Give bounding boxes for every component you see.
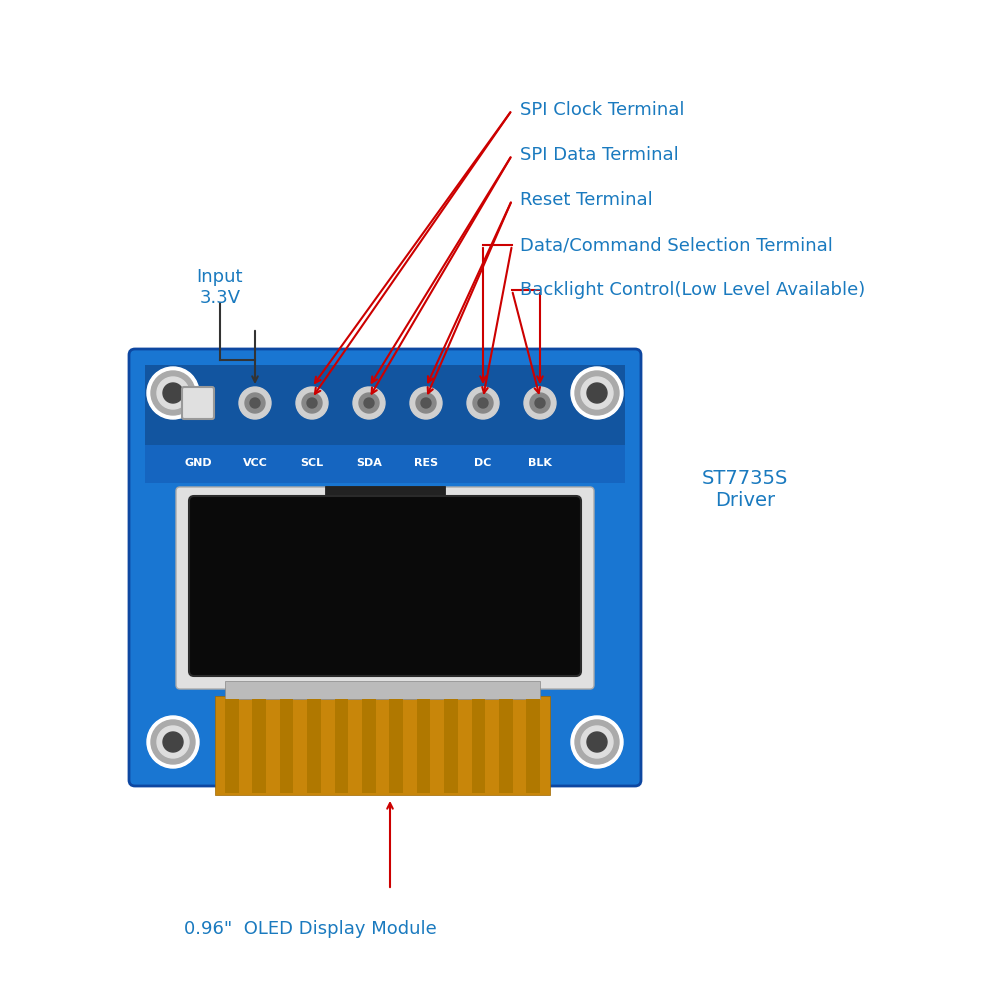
Circle shape <box>353 387 385 419</box>
Bar <box>280 699 293 793</box>
Text: DC: DC <box>474 458 492 468</box>
Circle shape <box>575 371 619 415</box>
Bar <box>335 699 348 793</box>
Circle shape <box>163 732 183 752</box>
Text: SPI Clock Terminal: SPI Clock Terminal <box>520 101 684 119</box>
Circle shape <box>147 716 199 768</box>
Circle shape <box>581 377 613 409</box>
Circle shape <box>151 371 195 415</box>
Bar <box>145 445 625 483</box>
Bar <box>145 365 625 445</box>
Text: SCL: SCL <box>300 458 324 468</box>
Text: GND: GND <box>184 458 212 468</box>
Circle shape <box>296 387 328 419</box>
Bar <box>526 699 540 793</box>
Circle shape <box>410 387 442 419</box>
Bar <box>252 699 266 793</box>
Circle shape <box>157 377 189 409</box>
Circle shape <box>157 726 189 758</box>
Text: SDA: SDA <box>356 458 382 468</box>
Circle shape <box>571 367 623 419</box>
FancyBboxPatch shape <box>189 496 581 676</box>
Circle shape <box>478 398 488 408</box>
Text: Reset Terminal: Reset Terminal <box>520 191 653 209</box>
Bar <box>225 681 540 699</box>
Circle shape <box>239 387 271 419</box>
Bar <box>362 699 376 793</box>
Text: Input
3.3V: Input 3.3V <box>197 268 243 307</box>
Bar <box>215 696 550 795</box>
Text: RES: RES <box>414 458 438 468</box>
Circle shape <box>530 393 550 413</box>
Text: SPI Data Terminal: SPI Data Terminal <box>520 146 679 164</box>
Circle shape <box>359 393 379 413</box>
Bar <box>444 699 458 793</box>
Circle shape <box>151 720 195 764</box>
Circle shape <box>302 393 322 413</box>
Text: VCC: VCC <box>243 458 267 468</box>
FancyBboxPatch shape <box>182 387 214 419</box>
Circle shape <box>571 716 623 768</box>
Text: ST7735S
Driver: ST7735S Driver <box>702 470 788 510</box>
Circle shape <box>581 726 613 758</box>
Circle shape <box>535 398 545 408</box>
Bar <box>472 699 485 793</box>
FancyBboxPatch shape <box>129 349 641 786</box>
Bar <box>325 486 445 508</box>
Bar <box>417 699 430 793</box>
Circle shape <box>575 720 619 764</box>
Circle shape <box>416 393 436 413</box>
Circle shape <box>587 383 607 403</box>
Circle shape <box>587 732 607 752</box>
Circle shape <box>307 398 317 408</box>
Circle shape <box>421 398 431 408</box>
Bar <box>307 699 321 793</box>
Circle shape <box>245 393 265 413</box>
Circle shape <box>524 387 556 419</box>
Bar <box>499 699 513 793</box>
Bar <box>225 699 239 793</box>
Circle shape <box>364 398 374 408</box>
Text: 0.96"  OLED Display Module: 0.96" OLED Display Module <box>184 920 436 938</box>
Text: BLK: BLK <box>528 458 552 468</box>
Circle shape <box>147 367 199 419</box>
Circle shape <box>163 383 183 403</box>
Bar <box>389 699 403 793</box>
Text: Backlight Control(Low Level Available): Backlight Control(Low Level Available) <box>520 281 865 299</box>
FancyBboxPatch shape <box>176 487 594 689</box>
Circle shape <box>473 393 493 413</box>
Circle shape <box>467 387 499 419</box>
Circle shape <box>250 398 260 408</box>
Text: Data/Command Selection Terminal: Data/Command Selection Terminal <box>520 236 833 254</box>
